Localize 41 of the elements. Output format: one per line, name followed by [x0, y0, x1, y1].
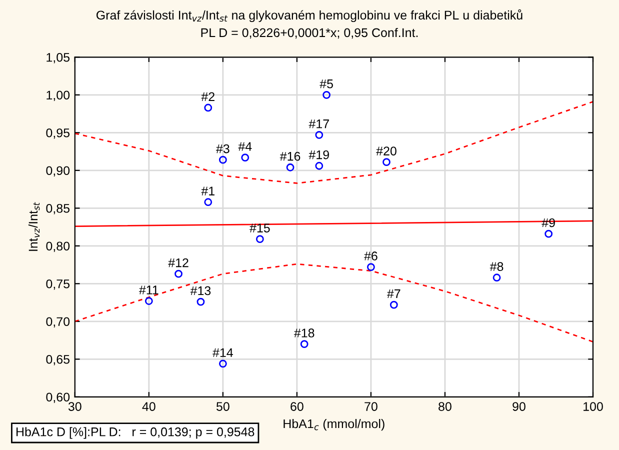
x-tick-label: 70 — [364, 402, 378, 411]
x-tick-label: 50 — [216, 402, 230, 411]
y-tick-label: 0,95 — [46, 128, 70, 139]
annotation: #2 — [201, 92, 214, 101]
annotation: #18 — [294, 328, 314, 338]
y-tick-label: 1,00 — [46, 90, 70, 102]
y-tick-label: 0,65 — [46, 354, 70, 366]
x-tick-label: 90 — [512, 402, 526, 411]
x-tick-label: 40 — [142, 402, 156, 411]
annotation: #16 — [280, 152, 300, 161]
annotation: #11 — [139, 286, 158, 294]
y-tick-label: 1,05 — [46, 52, 70, 64]
annotation: #12 — [168, 258, 188, 268]
annotation: #17 — [308, 120, 329, 128]
text: HbA1c D [%]:PL D: r = 0,0139; p = 0,9548 — [16, 427, 254, 439]
annotation: #19 — [308, 150, 329, 160]
annotation: #6 — [364, 252, 378, 260]
annotation: #5 — [320, 80, 333, 88]
y-tick-label: 0,75 — [46, 279, 70, 290]
y-tick-label: 0,85 — [46, 204, 70, 214]
annotation: #4 — [238, 142, 252, 151]
annotation: #14 — [212, 348, 233, 357]
annotation: #8 — [490, 262, 504, 271]
x-tick-label: 30 — [68, 402, 82, 411]
y-tick-label: 0,70 — [46, 317, 70, 328]
x-tick-label: 100 — [584, 402, 603, 411]
annotation: #13 — [190, 286, 211, 296]
annotation: #1 — [201, 186, 214, 196]
annotation: #3 — [216, 144, 230, 154]
y-tick-label: 0,60 — [46, 392, 70, 404]
y-tick-label: 0,80 — [46, 242, 70, 252]
x-tick-label: 60 — [290, 402, 304, 411]
x-axis-title: HbA1$_{c}$ (mmol/mol) — [284, 418, 384, 431]
annotation: #15 — [250, 224, 270, 232]
y-tick-label: 0,90 — [46, 166, 70, 177]
y-axis-title: Int$_{vz}$/Int$_{st}$ — [28, 202, 40, 251]
annotation: #20 — [376, 146, 396, 156]
x-tick-label: 80 — [438, 402, 452, 411]
chart-subtitle: PL D = 0,8226+0,0001*x; 0,95 Conf.Int. — [201, 28, 418, 39]
annotation: #7 — [387, 289, 400, 298]
chart-title: Graf závislosti Int$_{vz}$/Int$_{st}$ na glykovaném hemoglobinu ve frakci PL u diabetiků — [96, 9, 522, 22]
